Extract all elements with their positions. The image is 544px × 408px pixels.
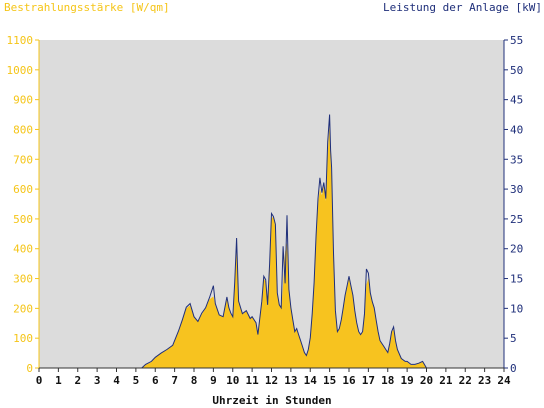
right-axis-ticks: 0 5 10 15 20 25 30 35 40 45 50 55 <box>504 34 523 375</box>
x-tick-label: 3 <box>94 374 101 387</box>
right-tick-label: 35 <box>510 153 523 166</box>
x-tick-label: 5 <box>133 374 140 387</box>
x-axis-title: Uhrzeit in Stunden <box>212 394 332 407</box>
x-tick-label: 11 <box>246 374 260 387</box>
right-tick-label: 15 <box>510 273 523 286</box>
left-tick-label: 400 <box>13 243 33 256</box>
right-tick-label: 45 <box>510 94 523 107</box>
right-tick-label: 5 <box>510 332 517 345</box>
right-tick-label: 10 <box>510 302 523 315</box>
irradiance-area <box>39 123 504 368</box>
x-tick-label: 23 <box>478 374 491 387</box>
x-tick-label: 20 <box>420 374 433 387</box>
x-tick-label: 9 <box>210 374 217 387</box>
x-tick-label: 6 <box>152 374 159 387</box>
right-axis-title: Leistung der Anlage [kW] <box>383 1 542 14</box>
left-tick-label: 700 <box>13 153 33 166</box>
x-tick-label: 10 <box>226 374 239 387</box>
x-tick-label: 2 <box>74 374 81 387</box>
x-tick-label: 0 <box>36 374 43 387</box>
x-tick-label: 8 <box>191 374 198 387</box>
x-tick-label: 7 <box>171 374 178 387</box>
left-axis-ticks: 0 100 200 300 400 500 600 700 800 900 1000 1100 <box>7 34 39 375</box>
x-tick-label: 14 <box>304 374 318 387</box>
right-tick-label: 50 <box>510 64 523 77</box>
x-tick-label: 21 <box>439 374 453 387</box>
left-tick-label: 500 <box>13 213 33 226</box>
x-tick-label: 13 <box>284 374 297 387</box>
left-tick-label: 100 <box>13 332 33 345</box>
right-tick-label: 55 <box>510 34 523 47</box>
x-tick-label: 12 <box>265 374 278 387</box>
x-tick-label: 15 <box>323 374 336 387</box>
left-tick-label: 600 <box>13 183 33 196</box>
right-tick-label: 30 <box>510 183 523 196</box>
left-tick-label: 1100 <box>7 34 34 47</box>
x-tick-label: 19 <box>401 374 414 387</box>
x-tick-label: 18 <box>381 374 394 387</box>
left-tick-label: 900 <box>13 94 33 107</box>
right-tick-label: 0 <box>510 362 517 375</box>
x-tick-label: 1 <box>55 374 62 387</box>
power-line <box>39 114 504 369</box>
right-tick-label: 40 <box>510 123 523 136</box>
right-tick-label: 25 <box>510 213 523 226</box>
left-tick-label: 200 <box>13 302 33 315</box>
left-tick-label: 800 <box>13 123 33 136</box>
left-tick-label: 0 <box>26 362 33 375</box>
right-tick-label: 20 <box>510 243 523 256</box>
x-tick-label: 17 <box>362 374 375 387</box>
x-tick-label: 24 <box>497 374 511 387</box>
left-tick-label: 1000 <box>7 64 34 77</box>
x-tick-label: 16 <box>342 374 356 387</box>
x-axis-ticks: 0 1 2 3 4 5 6 7 8 9 10 11 12 13 14 15 16 17 18 19 20 21 22 23 24 <box>36 368 511 387</box>
x-tick-label: 22 <box>459 374 472 387</box>
x-tick-label: 4 <box>113 374 120 387</box>
left-tick-label: 300 <box>13 273 33 286</box>
left-axis-title: Bestrahlungsstärke [W/qm] <box>4 1 170 14</box>
